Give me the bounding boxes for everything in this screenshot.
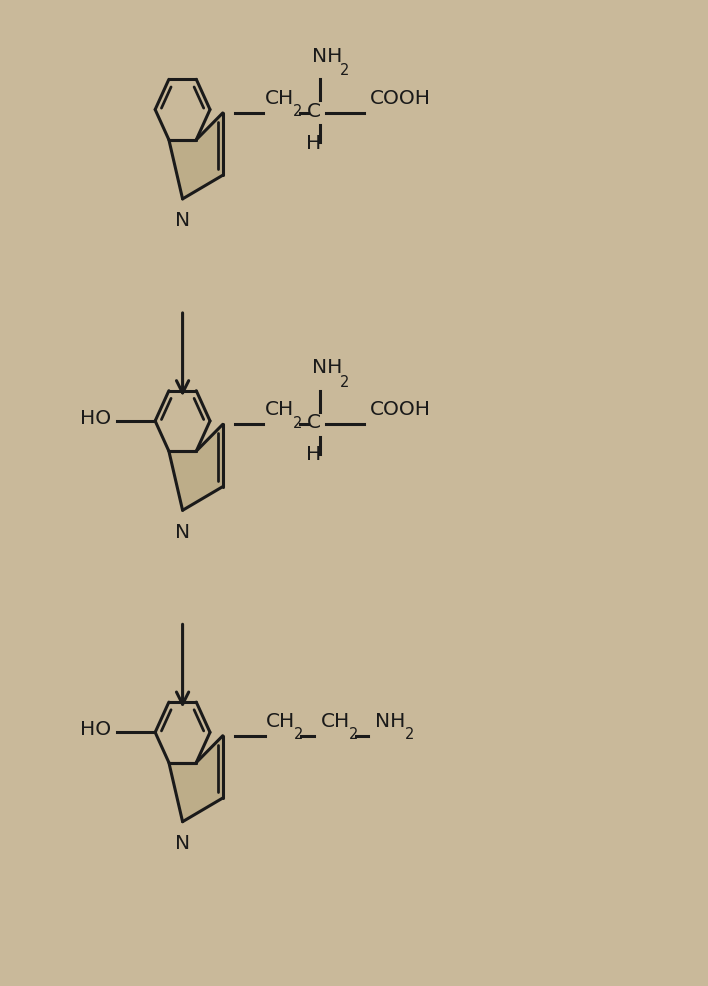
Text: N: N — [175, 833, 190, 852]
Text: 2: 2 — [406, 727, 415, 741]
Text: C: C — [307, 413, 321, 432]
Text: 2: 2 — [341, 375, 350, 389]
Text: NH: NH — [312, 47, 343, 66]
Text: HO: HO — [80, 408, 111, 428]
Text: HO: HO — [80, 720, 111, 739]
Polygon shape — [169, 425, 223, 511]
Text: 2: 2 — [294, 727, 304, 741]
Polygon shape — [169, 113, 223, 200]
Text: 2: 2 — [341, 63, 350, 78]
Polygon shape — [169, 736, 223, 822]
Text: N: N — [175, 211, 190, 231]
Text: CH: CH — [265, 89, 294, 107]
Text: CH: CH — [266, 711, 295, 730]
Text: NH: NH — [375, 711, 406, 730]
Text: COOH: COOH — [370, 89, 430, 107]
Text: 2: 2 — [292, 415, 302, 430]
Text: H: H — [306, 445, 321, 463]
Text: H: H — [306, 134, 321, 153]
Text: C: C — [307, 102, 321, 120]
Text: CH: CH — [265, 399, 294, 419]
Text: COOH: COOH — [370, 399, 430, 419]
Text: 2: 2 — [348, 727, 358, 741]
Text: NH: NH — [312, 358, 343, 377]
Text: 2: 2 — [292, 105, 302, 119]
Text: CH: CH — [321, 711, 350, 730]
Text: N: N — [175, 523, 190, 541]
